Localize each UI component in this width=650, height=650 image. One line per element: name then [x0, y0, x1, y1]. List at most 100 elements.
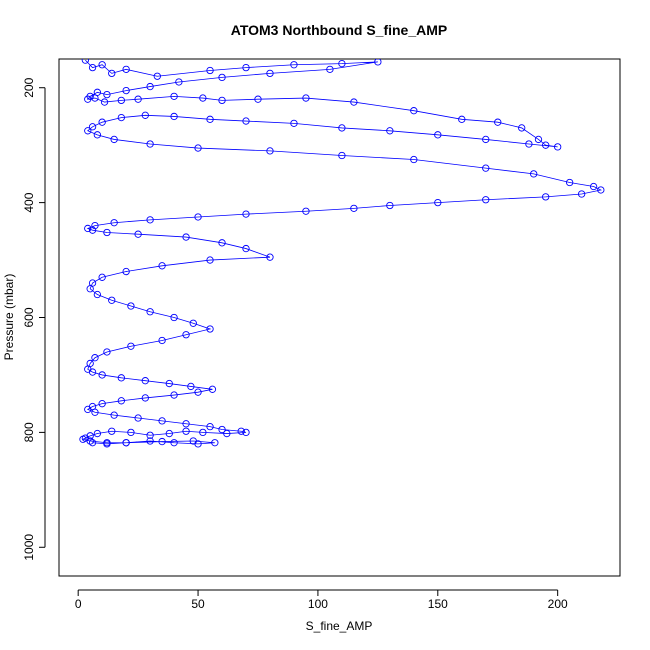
data-point [218, 96, 226, 105]
data-point [554, 143, 562, 151]
data-point [199, 94, 207, 102]
data-point [189, 319, 197, 327]
data-point [88, 226, 97, 234]
data-point [158, 262, 166, 270]
data-point [117, 374, 125, 382]
data-point [117, 113, 125, 122]
data-point [170, 391, 178, 399]
data-point [175, 78, 183, 86]
data-point [158, 336, 166, 345]
x-tick-label: 200 [548, 597, 568, 611]
data-point [290, 119, 298, 127]
data-point [410, 107, 418, 115]
data-point [110, 135, 118, 144]
x-tick-label: 150 [428, 597, 448, 611]
data-point [98, 118, 106, 126]
series-group [79, 59, 605, 448]
data-point [134, 414, 142, 422]
y-tick-label: 1000 [22, 534, 36, 561]
data-point [88, 123, 97, 131]
data-point [165, 429, 173, 438]
data-point [86, 432, 94, 440]
data-point [146, 216, 154, 224]
data-point [242, 210, 250, 218]
data-point [218, 425, 226, 434]
data-point [93, 131, 102, 139]
data-point [566, 178, 574, 187]
data-point [374, 59, 382, 66]
data-point [88, 63, 97, 72]
y-tick-label: 600 [22, 307, 36, 327]
series-line [81, 59, 603, 445]
data-point [206, 325, 214, 333]
data-point [84, 224, 92, 233]
data-point [88, 368, 97, 376]
data-point [206, 422, 214, 431]
data-point [199, 428, 207, 437]
data-point [81, 59, 90, 64]
data-point [146, 82, 154, 91]
data-point [127, 342, 135, 350]
x-axis-label: S_fine_AMP [306, 619, 373, 633]
data-point [91, 408, 99, 416]
data-point [86, 437, 94, 445]
data-point [84, 405, 92, 414]
data-point [110, 219, 118, 227]
data-point [170, 92, 178, 100]
y-axis-label: Pressure (mbar) [2, 274, 16, 361]
y-axis: 200 400 600 800 1000 [22, 77, 46, 561]
data-point [122, 86, 130, 95]
data-point [79, 435, 87, 443]
data-point [141, 377, 149, 385]
data-point [410, 155, 418, 164]
data-point [146, 308, 154, 316]
data-point [182, 233, 190, 241]
data-point [266, 253, 274, 261]
data-point [206, 256, 214, 264]
plot-area [79, 59, 605, 448]
data-point [103, 440, 111, 448]
data-point [194, 440, 202, 448]
data-point [84, 95, 92, 103]
data-point [98, 61, 106, 69]
y-tick-label: 400 [22, 192, 36, 212]
data-point [482, 135, 490, 144]
data-point [242, 63, 250, 72]
x-axis: 0 50 100 150 200 [75, 589, 568, 611]
data-point [86, 285, 94, 293]
data-point [350, 98, 358, 106]
data-point [589, 182, 598, 191]
data-point [194, 388, 202, 396]
data-point [218, 73, 226, 82]
data-point [206, 115, 214, 123]
data-point [141, 394, 149, 402]
data-point [494, 118, 502, 126]
data-point [326, 65, 334, 73]
plot-frame [58, 58, 621, 577]
data-point [338, 124, 346, 132]
data-point [141, 111, 149, 119]
data-point [542, 193, 550, 201]
data-point [338, 59, 346, 68]
data-point [242, 117, 250, 125]
data-point [93, 429, 102, 438]
data-point [206, 66, 214, 75]
data-point [98, 400, 106, 408]
data-point [170, 313, 178, 322]
data-point [100, 98, 109, 106]
data-point [290, 61, 298, 69]
data-point [534, 135, 543, 144]
y-tick-label: 200 [22, 77, 36, 97]
data-point [108, 296, 116, 304]
data-point [597, 186, 605, 194]
data-point [518, 124, 526, 132]
x-tick-label: 100 [308, 597, 328, 611]
data-point [434, 198, 442, 207]
data-point [458, 115, 466, 123]
data-point [170, 439, 178, 447]
data-point [208, 385, 217, 393]
data-point [91, 221, 99, 230]
data-point [103, 348, 111, 356]
data-point [302, 94, 310, 102]
